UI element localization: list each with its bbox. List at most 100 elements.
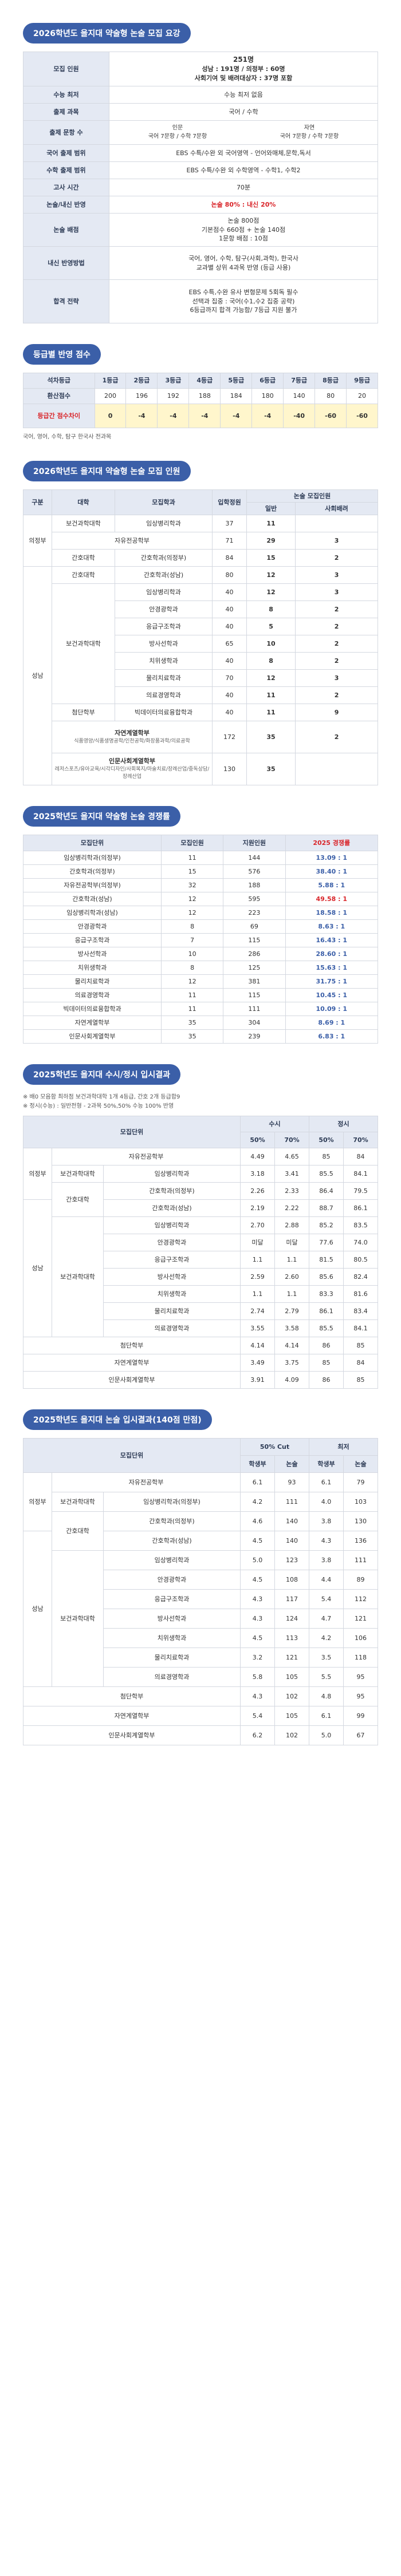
recruit-social: 2 [295,600,378,618]
recruit-unit: 응급구조학과 [115,618,213,635]
result2-cell: 103 [343,1492,378,1512]
overview-label: 합격 전략 [23,279,109,323]
result2-cell: 4.8 [309,1686,344,1706]
result2-cell: 67 [343,1725,378,1745]
competition-cell: 8 [161,919,224,934]
result1-campus: 성남 [23,1199,52,1337]
overview-line: EBS 수특/수완 외 국어영역 - 언어와매체,문학,독서 [176,149,311,157]
grade-diff-cell: 0 [94,404,127,428]
overview-line: 사회기여 및 배려대상자 : 37명 포함 [194,74,293,82]
recruit-total: 84 [212,549,247,567]
overview-value-col: 인문 국어 7문항 / 수학 7문항 [148,125,207,140]
result1-cell: 1.1 [274,1285,309,1303]
result2-cell: 123 [274,1550,309,1570]
grade-score-cell: 192 [157,388,190,404]
result1-cell: 80.5 [343,1251,378,1269]
result1-cell: 85.6 [309,1268,344,1286]
result1-note: ※ 정시(수능) : 일반전형 - 2과목 50%,50% 수능 100% 반영 [23,1103,174,1109]
result2-cell: 121 [343,1609,378,1629]
competition-cell: 15.63 : 1 [285,961,379,975]
overview-row: 모집 인원 251명 성남 : 191명 / 의정부 : 60명 사회기여 및 배려대… [23,52,378,86]
result1-unit: 간호학과(의정부) [103,1182,241,1200]
result1-cell: 4.49 [240,1148,275,1165]
competition-cell: 임상병리학과(의정부) [22,851,162,865]
overview-value: 국어, 영어, 수학, 탐구(사회,과학), 한국사 교과별 상위 4과목 반영 … [109,246,378,280]
result2-cell: 102 [274,1686,309,1706]
result2-cell: 111 [343,1550,378,1570]
result1-row: 간호대학 간호학과(의정부) 2.26 2.33 86.4 79.5 [23,1182,378,1217]
competition-cell: 188 [223,878,286,892]
result1-cell: 83.3 [309,1285,344,1303]
result2-campus: 성남 [23,1531,52,1687]
result1-row: 의정부 자유전공학부 4.49 4.65 85 84 [23,1148,378,1200]
overview-line: 70분 [236,183,251,191]
page: 2026학년도 을지대 약술형 논술 모집 요강 모집 인원 251명 성남 : 1… [22,23,379,1745]
result1-cell: 4.65 [274,1148,309,1165]
overview-value: 251명 성남 : 191명 / 의정부 : 60명 사회기여 및 배려대상자 : … [109,52,378,86]
result2-cell: 4.3 [240,1686,275,1706]
result1-row: 안경광학과 미달 미달 77.6 74.0 [23,1234,378,1251]
recruit-row: 방사선학과 65 10 2 [23,635,378,653]
competition-cell: 빅데이터의료융합학과 [22,1002,162,1016]
competition-cell: 286 [223,947,286,961]
overview-row: 논술 배점 논술 800점 기본점수 660점 + 논술 140점 1문항 배점 : … [23,213,378,247]
recruit-total: 130 [212,753,247,785]
recruit-general: 35 [246,753,296,785]
result2-cell: 4.3 [240,1609,275,1629]
competition-cell: 8.69 : 1 [285,1016,379,1030]
result2-row: 첨단학부 4.3 102 4.8 95 [23,1686,378,1706]
result1-unit: 의료경영학과 [103,1319,241,1337]
result1-cell: 2.79 [274,1302,309,1320]
result2-header-cell: 논술 [274,1455,309,1473]
competition-cell: 125 [223,961,286,975]
result1-cell: 2.59 [240,1268,275,1286]
recruit-total: 37 [212,515,247,532]
result1-college: 보건과학대학 [52,1165,104,1183]
competition-cell: 자유전공학부(의정부) [22,878,162,892]
result2-row: 인문사회계열학부 6.2 102 5.0 67 [23,1725,378,1745]
overview-line: 교과별 상위 4과목 반영 (등급 사용) [196,263,291,271]
result2-cell: 5.0 [309,1725,344,1745]
competition-row: 안경광학과 8 69 8.63 : 1 [22,919,379,934]
overview-section: 2026학년도 을지대 약술형 논술 모집 요강 모집 인원 251명 성남 : 1… [23,23,378,323]
recruit-campus: 성남 [23,566,52,785]
result1-row: 보건과학대학 임상병리학과 2.70 2.88 85.2 83.5 [23,1216,378,1337]
recruit-header-cell: 입학정원 [212,489,247,515]
result1-cell: 1.1 [240,1285,275,1303]
result2-cell: 4.5 [240,1628,275,1648]
competition-cell: 인문사회계열학부 [22,1029,162,1044]
result2-cell: 6.2 [240,1725,275,1745]
competition-cell: 물리치료학과 [22,974,162,989]
result2-cell: 3.8 [309,1511,344,1531]
recruit-general: 10 [246,635,296,653]
recruit-general: 5 [246,618,296,635]
result1-cell: 86 [309,1371,344,1389]
grade-score-label: 환산점수 [23,388,95,404]
result1-row: 자연계열학부 3.49 3.75 85 84 [23,1354,378,1372]
recruit-big-sub: 식품영양/식품생명공학/인천공학/화장품과학/의료공학 [74,738,190,744]
result1-unit: 임상병리학과 [103,1216,241,1234]
competition-table: 모집단위 모집인원 지원인원 2025 경쟁률 임상병리학과(의정부) 11 144 13.0… [22,835,379,1044]
result1-cell: 3.58 [274,1319,309,1337]
recruit-general: 12 [246,566,296,584]
overview-label: 고사 시간 [23,179,109,196]
result2-cell: 121 [274,1647,309,1668]
competition-cell: 6.83 : 1 [285,1029,379,1044]
result1-table: 모집단위 수시 정시 50% 70% 50% 70% 의정부 자유전공학부 4.49 4.65 85 8… [23,1116,378,1389]
recruit-total: 40 [212,583,247,601]
recruit-header-row: 구분 대학 모집학과 입학정원 논술 모집인원 [23,489,378,515]
result1-cell: 4.14 [274,1337,309,1354]
recruit-unit: 방사선학과 [115,635,213,653]
recruit-row: 물리치료학과 70 12 3 [23,669,378,687]
grade-header-cell: 5등급 [220,373,253,389]
result2-cell: 136 [343,1531,378,1551]
overview-value: 논술 80% : 내신 20% [109,196,378,214]
overview-value: 인문 국어 7문항 / 수학 7문항 자연 국어 7문항 / 수학 7문항 [109,120,378,145]
recruit-header-cell: 구분 [23,489,52,515]
grade-score-cell: 80 [314,388,347,404]
recruit-social: 3 [295,532,378,550]
result2-cell: 4.5 [240,1531,275,1551]
result1-cell: 3.55 [240,1319,275,1337]
result2-unit: 임상병리학과(의정부) [103,1492,241,1512]
grade-header-cell: 1등급 [94,373,127,389]
